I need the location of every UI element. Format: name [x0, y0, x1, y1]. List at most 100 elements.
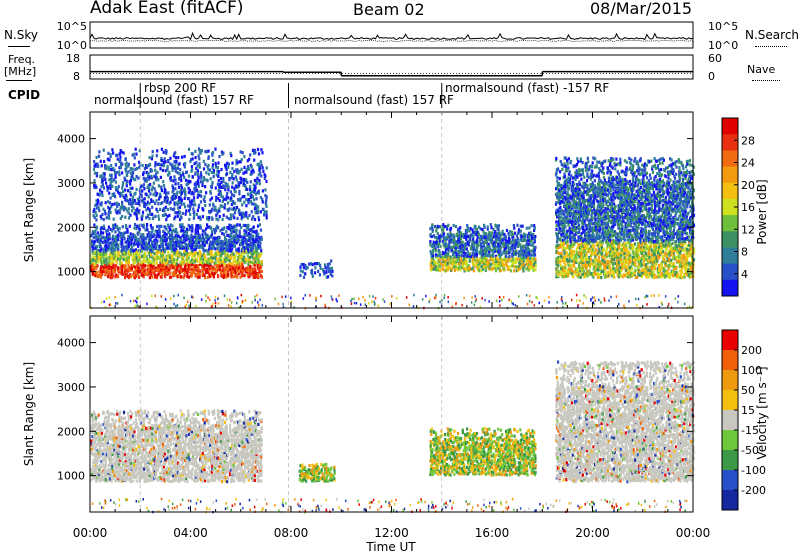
cell — [93, 171, 96, 175]
cell — [563, 175, 567, 179]
cell — [96, 249, 99, 253]
cell — [465, 261, 468, 265]
cell — [257, 152, 261, 156]
cell — [154, 201, 157, 205]
cell — [144, 254, 147, 258]
cell — [151, 226, 154, 230]
cell — [555, 269, 558, 274]
cell — [155, 261, 158, 265]
cell — [100, 203, 103, 207]
cell — [577, 225, 580, 229]
cell — [529, 243, 532, 247]
cell — [248, 272, 251, 276]
cell — [153, 174, 156, 178]
cell — [448, 266, 452, 270]
cell — [460, 231, 463, 235]
cell — [430, 255, 433, 259]
cell — [218, 261, 221, 265]
cell — [567, 273, 570, 277]
cell — [217, 218, 220, 222]
cell — [102, 267, 105, 271]
cell — [208, 259, 211, 263]
cell — [140, 238, 143, 242]
cell — [245, 245, 248, 249]
cell — [121, 252, 125, 256]
cell — [525, 262, 529, 266]
cell — [96, 231, 99, 235]
cell — [586, 263, 589, 267]
cell — [263, 176, 266, 180]
cell — [496, 264, 499, 268]
cell — [220, 247, 223, 251]
cell — [604, 159, 607, 163]
cell — [104, 253, 107, 257]
cell — [483, 265, 486, 269]
cell — [573, 213, 576, 217]
cell — [101, 272, 104, 276]
cell — [139, 191, 142, 195]
cell — [146, 200, 149, 204]
cell — [559, 200, 562, 204]
cell — [556, 185, 559, 189]
cell — [243, 232, 246, 236]
cell — [192, 203, 195, 207]
cell — [598, 260, 601, 264]
cell — [530, 262, 533, 266]
cell — [444, 250, 447, 254]
cell — [574, 232, 577, 236]
cell — [580, 203, 583, 207]
cell — [578, 265, 581, 269]
cell — [215, 208, 218, 212]
cell — [560, 200, 564, 204]
cell — [589, 244, 593, 248]
cell — [573, 259, 576, 264]
cell — [174, 161, 177, 165]
cell — [578, 183, 581, 187]
cell — [155, 254, 158, 258]
cell — [503, 257, 506, 262]
cell — [563, 256, 567, 261]
cell — [121, 272, 124, 276]
cell — [249, 191, 252, 195]
cell — [604, 207, 607, 211]
cell — [208, 216, 211, 220]
cell — [566, 268, 569, 272]
cell — [136, 217, 139, 221]
cell — [494, 230, 497, 234]
cell — [124, 215, 127, 219]
cell — [461, 246, 464, 251]
cell — [265, 213, 268, 217]
cell — [231, 246, 234, 251]
cell — [563, 227, 566, 231]
cell — [232, 266, 235, 270]
cell — [138, 230, 141, 234]
cell — [525, 267, 528, 271]
cell — [176, 211, 179, 215]
cell — [149, 182, 152, 187]
cell — [577, 223, 581, 227]
cell — [100, 259, 103, 263]
cell — [484, 238, 487, 242]
cell — [257, 251, 260, 255]
cell — [176, 203, 179, 207]
cell — [587, 160, 590, 164]
cell — [162, 180, 165, 184]
cell — [478, 262, 481, 266]
station-title: Adak East (fitACF) — [90, 0, 244, 18]
cell — [242, 249, 245, 253]
cell — [121, 206, 124, 210]
cell — [588, 265, 592, 269]
cell — [158, 230, 161, 234]
cell — [140, 266, 144, 270]
cell — [519, 229, 522, 233]
cell — [234, 254, 237, 258]
cell — [180, 191, 184, 195]
cell — [509, 259, 512, 263]
cell — [591, 229, 594, 233]
cell — [178, 198, 181, 202]
cell — [192, 192, 195, 196]
cell — [259, 265, 262, 269]
cell — [250, 253, 253, 257]
cell — [209, 240, 212, 244]
cell — [234, 271, 237, 275]
